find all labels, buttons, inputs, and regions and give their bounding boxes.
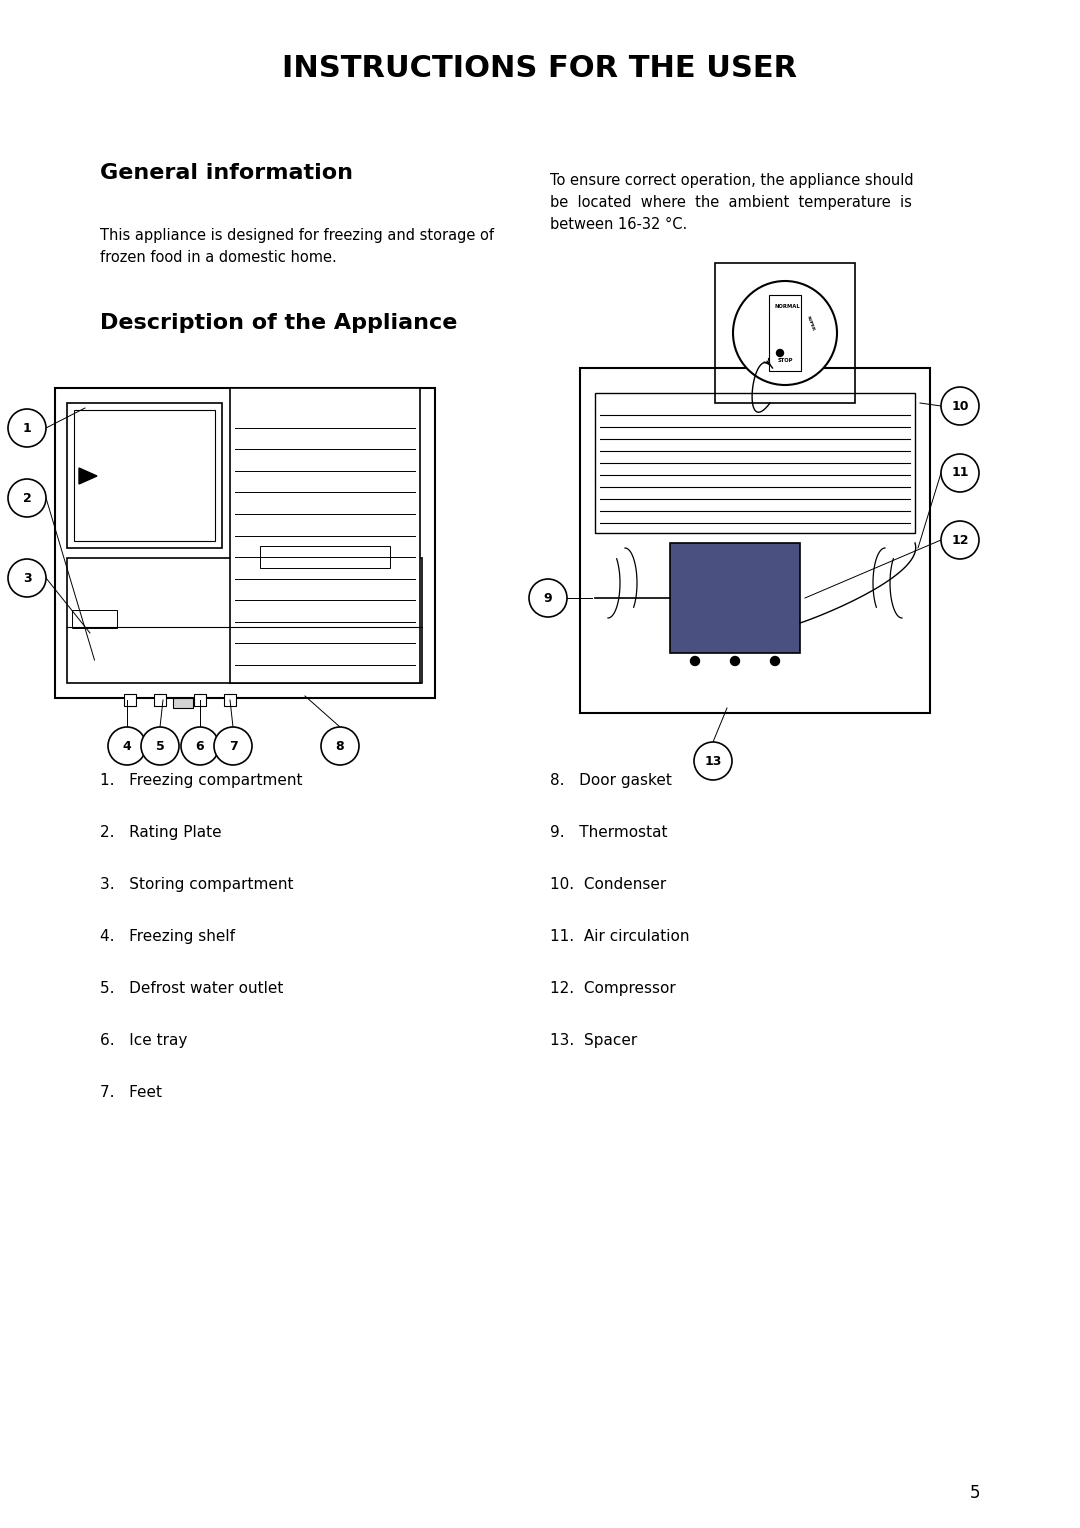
Bar — [224, 694, 237, 706]
Text: SUPER: SUPER — [806, 315, 814, 332]
Text: 1: 1 — [23, 422, 31, 434]
Circle shape — [730, 657, 740, 666]
Text: 5.   Defrost water outlet: 5. Defrost water outlet — [100, 981, 283, 996]
Text: This appliance is designed for freezing and storage of
frozen food in a domestic: This appliance is designed for freezing … — [100, 228, 494, 266]
Bar — [55, 388, 435, 698]
Polygon shape — [79, 468, 97, 484]
Text: 7.   Feet: 7. Feet — [100, 1085, 162, 1100]
Circle shape — [181, 727, 219, 766]
Text: 1.   Freezing compartment: 1. Freezing compartment — [100, 773, 302, 788]
Circle shape — [694, 743, 732, 779]
Text: 13.  Spacer: 13. Spacer — [550, 1033, 637, 1048]
Circle shape — [141, 727, 179, 766]
Text: 9: 9 — [543, 591, 552, 605]
Bar — [230, 388, 420, 683]
Text: 4: 4 — [123, 740, 132, 752]
Text: STOP: STOP — [778, 358, 793, 362]
Text: 10: 10 — [951, 399, 969, 413]
Text: 4.   Freezing shelf: 4. Freezing shelf — [100, 929, 235, 944]
Circle shape — [941, 521, 978, 559]
Bar — [769, 295, 801, 371]
Text: NORMAL: NORMAL — [774, 304, 800, 309]
Bar — [72, 610, 117, 628]
Text: 6: 6 — [195, 740, 204, 752]
Bar — [260, 545, 390, 568]
Circle shape — [214, 727, 252, 766]
Bar — [67, 403, 222, 549]
Text: 5: 5 — [970, 1484, 980, 1502]
Bar — [154, 694, 166, 706]
Text: 9.   Thermostat: 9. Thermostat — [550, 825, 667, 840]
Bar — [670, 542, 800, 652]
Circle shape — [529, 579, 567, 617]
Circle shape — [770, 657, 780, 666]
Bar — [595, 393, 915, 533]
Bar — [124, 694, 136, 706]
Bar — [75, 410, 215, 541]
Text: 2: 2 — [23, 492, 31, 504]
Text: 6.   Ice tray: 6. Ice tray — [100, 1033, 187, 1048]
Circle shape — [321, 727, 359, 766]
Text: 8: 8 — [336, 740, 345, 752]
Circle shape — [941, 387, 978, 425]
Text: 12: 12 — [951, 533, 969, 547]
Text: 7: 7 — [229, 740, 238, 752]
Text: 12.  Compressor: 12. Compressor — [550, 981, 676, 996]
Text: 13: 13 — [704, 755, 721, 767]
Text: 11: 11 — [951, 466, 969, 480]
Circle shape — [8, 478, 46, 516]
Text: Description of the Appliance: Description of the Appliance — [100, 313, 457, 333]
Circle shape — [108, 727, 146, 766]
Text: 3.   Storing compartment: 3. Storing compartment — [100, 877, 294, 892]
Circle shape — [690, 657, 700, 666]
Text: 5: 5 — [156, 740, 164, 752]
Text: 2.   Rating Plate: 2. Rating Plate — [100, 825, 221, 840]
Text: INSTRUCTIONS FOR THE USER: INSTRUCTIONS FOR THE USER — [283, 53, 797, 83]
Text: 10.  Condenser: 10. Condenser — [550, 877, 666, 892]
Bar — [173, 698, 193, 707]
Bar — [580, 368, 930, 714]
Circle shape — [777, 350, 783, 356]
Text: 11.  Air circulation: 11. Air circulation — [550, 929, 689, 944]
Text: 8.   Door gasket: 8. Door gasket — [550, 773, 672, 788]
Circle shape — [733, 281, 837, 385]
Text: General information: General information — [100, 163, 353, 183]
Circle shape — [8, 559, 46, 597]
Bar — [715, 263, 855, 403]
Circle shape — [8, 410, 46, 448]
Bar — [194, 694, 206, 706]
Bar — [67, 558, 422, 683]
Text: To ensure correct operation, the appliance should
be  located  where  the  ambie: To ensure correct operation, the applian… — [550, 173, 914, 232]
Text: 3: 3 — [23, 571, 31, 585]
Circle shape — [941, 454, 978, 492]
